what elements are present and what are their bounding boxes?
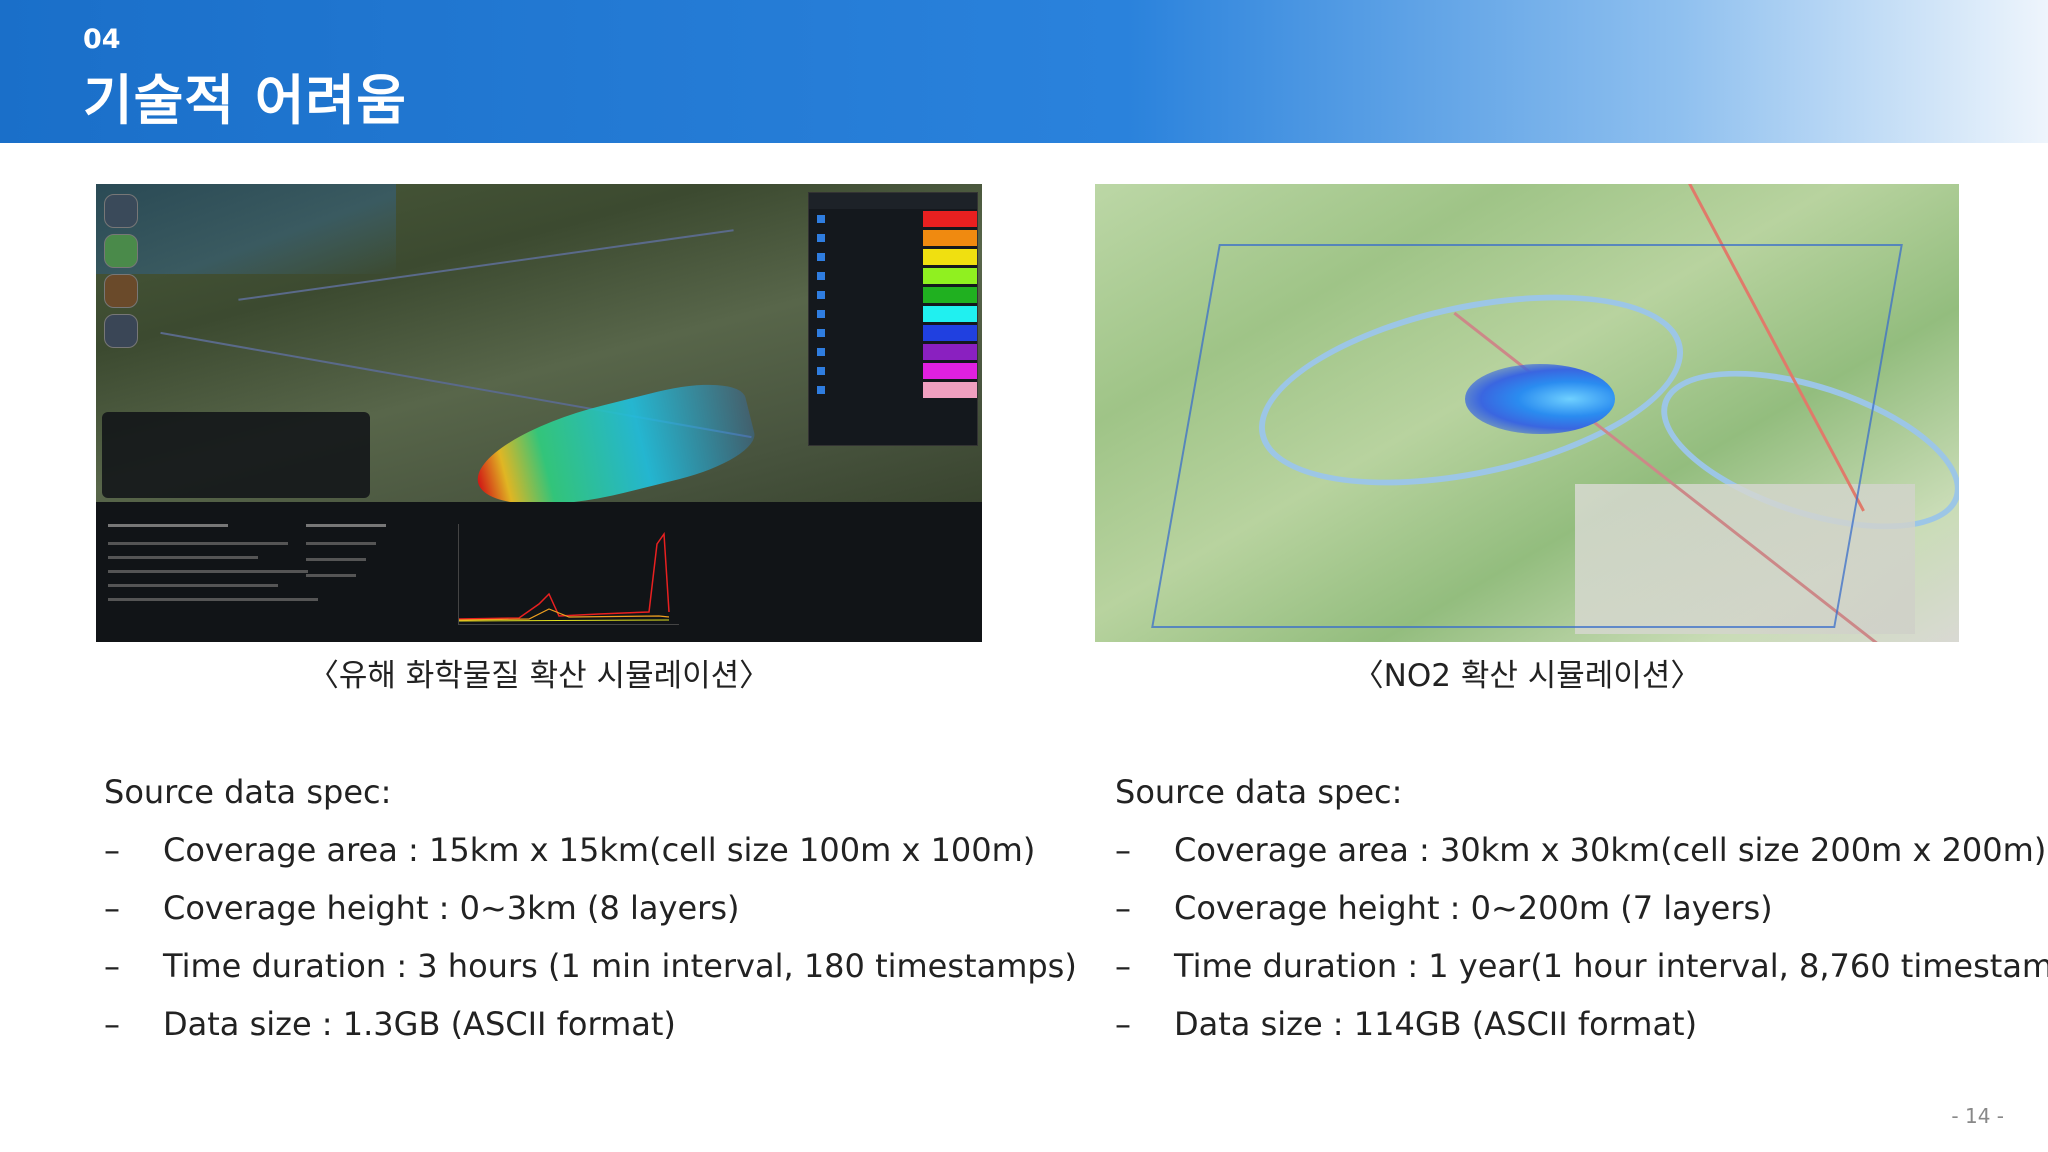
spec-item: – Data size : 114GB (ASCII format) (1115, 1000, 2035, 1058)
dash: – (1115, 1005, 1131, 1043)
header-banner: 04 기술적 어려움 (0, 0, 2048, 143)
spec-item: – Coverage area : 15km x 15km(cell size 1… (104, 826, 1035, 884)
panel-text-line (108, 542, 288, 545)
satellite-map (96, 184, 982, 527)
spec-block-left: Source data spec: – Coverage area : 15km … (104, 768, 1077, 1058)
no2-simulation-screenshot (1095, 184, 1959, 642)
dash: – (1115, 831, 1131, 869)
control-button[interactable] (104, 194, 138, 228)
panel-heading-line (306, 524, 386, 527)
spec-item-text: Coverage area : 30km x 30km(cell size 20… (1174, 831, 2047, 869)
panel-text-line (108, 598, 318, 601)
chart-lines (458, 531, 670, 622)
spec-item-text: Data size : 1.3GB (ASCII format) (163, 1005, 676, 1043)
page-title: 기술적 어려움 (83, 69, 407, 132)
panel-text-line (108, 570, 308, 573)
panel-text-line (306, 574, 356, 577)
dash: – (104, 947, 120, 985)
panel-text-line (108, 584, 278, 587)
control-button[interactable] (104, 234, 138, 268)
dash: – (104, 889, 120, 927)
dash: – (104, 1005, 120, 1043)
spec-item-text: Time duration : 1 year(1 hour interval, … (1174, 947, 2048, 985)
urban-area (1575, 484, 1915, 634)
no2-plume (1465, 364, 1615, 434)
spec-item-text: Time duration : 3 hours (1 min interval,… (163, 947, 1077, 985)
dash: – (1115, 947, 1131, 985)
dash: – (1115, 889, 1131, 927)
figure-caption-left: 〈유해 화학물질 확산 시뮬레이션〉 (307, 658, 771, 694)
water-area (96, 184, 396, 274)
spec-item: – Coverage height : 0~200m (7 layers) (1115, 884, 2035, 942)
spec-heading: Source data spec: (1115, 773, 1403, 811)
panel-text-line (306, 558, 366, 561)
map-control-buttons (104, 194, 140, 348)
control-button[interactable] (104, 314, 138, 348)
simulation-grid-box (1151, 244, 1903, 628)
spec-item-text: Coverage height : 0~200m (7 layers) (1174, 889, 1773, 927)
simulation-info-panel (96, 502, 982, 642)
playback-legend (102, 412, 370, 498)
panel-heading-line (108, 524, 228, 527)
spec-item-text: Data size : 114GB (ASCII format) (1174, 1005, 1698, 1043)
source-color-table (808, 192, 978, 446)
spec-item: – Coverage height : 0~3km (8 layers) (104, 884, 1004, 942)
spec-item: – Time duration : 1 year(1 hour interval,… (1115, 942, 2048, 1000)
spec-item: – Coverage area : 30km x 30km(cell size 2… (1115, 826, 2046, 884)
terrain-map (1095, 184, 1959, 642)
figure-caption-right: 〈NO2 확산 시뮬레이션〉 (1352, 658, 1702, 694)
chemical-simulation-screenshot (96, 184, 982, 642)
section-number: 04 (83, 24, 121, 55)
panel-text-line (306, 542, 376, 545)
spec-item-text: Coverage height : 0~3km (8 layers) (163, 889, 740, 927)
spec-block-right: Source data spec: – Coverage area : 30km … (1115, 768, 2048, 1058)
spec-item: – Time duration : 3 hours (1 min interval… (104, 942, 1077, 1000)
dash: – (104, 831, 120, 869)
page-number: - 14 - (1951, 1104, 2004, 1128)
control-button[interactable] (104, 274, 138, 308)
panel-text-line (108, 556, 258, 559)
exposure-comparison-chart (458, 524, 679, 625)
spec-item: – Data size : 1.3GB (ASCII format) (104, 1000, 1004, 1058)
spec-item-text: Coverage area : 15km x 15km(cell size 10… (163, 831, 1036, 869)
spec-heading: Source data spec: (104, 773, 392, 811)
